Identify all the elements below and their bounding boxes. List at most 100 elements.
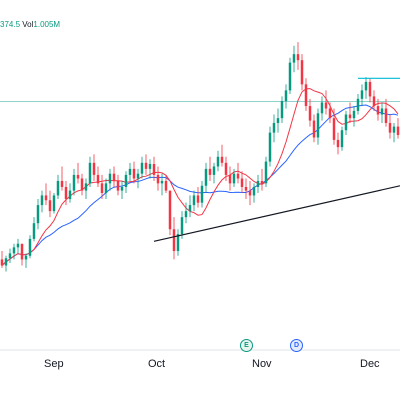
candle-body xyxy=(348,114,352,119)
price-value: 374.5 xyxy=(0,20,21,29)
candle-body xyxy=(28,238,32,256)
moving-average-slow xyxy=(1,104,399,266)
candle-body xyxy=(40,195,44,206)
candle-body xyxy=(76,174,80,179)
candle-body xyxy=(292,54,296,63)
candle-body xyxy=(376,106,380,115)
candle-body xyxy=(72,174,76,191)
candle-body xyxy=(16,243,20,248)
candle-body xyxy=(140,162,144,174)
candle-body xyxy=(356,98,360,111)
candle-body xyxy=(304,84,308,107)
x-tick-nov: Nov xyxy=(252,358,272,370)
candle-body xyxy=(48,200,52,212)
candle-body xyxy=(60,180,64,187)
candle-body xyxy=(156,174,160,184)
candle-body xyxy=(176,234,180,251)
x-tick-dec: Dec xyxy=(360,358,380,370)
candle-body xyxy=(384,108,388,123)
candle-body xyxy=(284,90,288,102)
candle-body xyxy=(364,81,368,91)
candle-body xyxy=(268,132,272,162)
support-trendline xyxy=(153,185,400,242)
candle-body xyxy=(184,211,188,218)
candle-body xyxy=(332,118,336,140)
candle-body xyxy=(208,168,212,175)
candle-body xyxy=(84,183,88,191)
candle-body xyxy=(68,190,72,200)
candle-body xyxy=(336,139,340,148)
candle-body xyxy=(144,162,148,169)
volume-value: 1.005M xyxy=(33,20,61,29)
candle-body xyxy=(204,168,208,186)
dividend-marker[interactable]: D xyxy=(290,339,303,352)
candle-body xyxy=(168,190,172,230)
candle-body xyxy=(256,180,260,187)
info-bar: 374.5 Vol1.005M xyxy=(0,20,60,29)
volume-label: Vol xyxy=(22,20,34,29)
candle-body xyxy=(116,180,120,191)
candle-body xyxy=(192,195,196,206)
candle-body xyxy=(108,173,112,184)
candle-body xyxy=(200,185,204,203)
candle-body xyxy=(0,259,4,266)
candle-body xyxy=(232,173,236,184)
candle-body xyxy=(372,96,376,107)
candle-body xyxy=(320,102,324,114)
candle-body xyxy=(328,108,332,119)
candle-body xyxy=(92,162,96,175)
candle-body xyxy=(96,174,100,184)
candle-body xyxy=(300,60,304,85)
candle-body xyxy=(212,166,216,175)
candle-body xyxy=(132,168,136,179)
candle-body xyxy=(152,164,156,175)
candle-body xyxy=(128,168,132,175)
candle-body xyxy=(396,126,400,136)
candle-body xyxy=(188,205,192,212)
candle-body xyxy=(120,186,124,191)
candle-body xyxy=(380,108,384,115)
candle-body xyxy=(280,101,284,119)
candle-body xyxy=(4,258,8,266)
candle-body xyxy=(236,173,240,179)
x-tick-sep: Sep xyxy=(44,358,64,370)
earnings-marker[interactable]: E xyxy=(240,339,253,352)
candle-body xyxy=(196,195,200,203)
candle-body xyxy=(264,161,268,184)
candle-body xyxy=(216,156,220,167)
candle-body xyxy=(56,180,60,196)
candle-body xyxy=(20,243,24,260)
candle-body xyxy=(360,90,364,99)
candle-body xyxy=(100,183,104,194)
candle-body xyxy=(112,173,116,181)
candle-body xyxy=(352,110,356,119)
candle-body xyxy=(260,180,264,184)
x-tick-oct: Oct xyxy=(148,358,166,370)
candle-body xyxy=(32,223,36,239)
candle-body xyxy=(44,195,48,201)
candle-body xyxy=(252,186,256,196)
candle-body xyxy=(148,164,152,169)
candle-body xyxy=(104,183,108,194)
candle-body xyxy=(224,162,228,175)
candle-body xyxy=(288,62,292,91)
candle-body xyxy=(88,162,92,184)
candle-body xyxy=(12,247,16,254)
candle-body xyxy=(136,173,140,179)
candle-body xyxy=(388,122,392,133)
candle-body xyxy=(124,174,128,187)
candle-body xyxy=(248,190,252,196)
moving-average-fast xyxy=(1,88,399,266)
candle-body xyxy=(340,130,344,148)
candle-body xyxy=(164,180,168,191)
candle-body xyxy=(180,217,184,235)
candle-body xyxy=(324,102,328,109)
candle-body xyxy=(244,186,248,191)
candle-body xyxy=(312,120,316,138)
candle-body xyxy=(52,195,56,212)
candle-body xyxy=(8,253,12,259)
candle-body xyxy=(296,54,300,61)
candle-body xyxy=(24,255,28,260)
candle-body xyxy=(276,118,280,123)
